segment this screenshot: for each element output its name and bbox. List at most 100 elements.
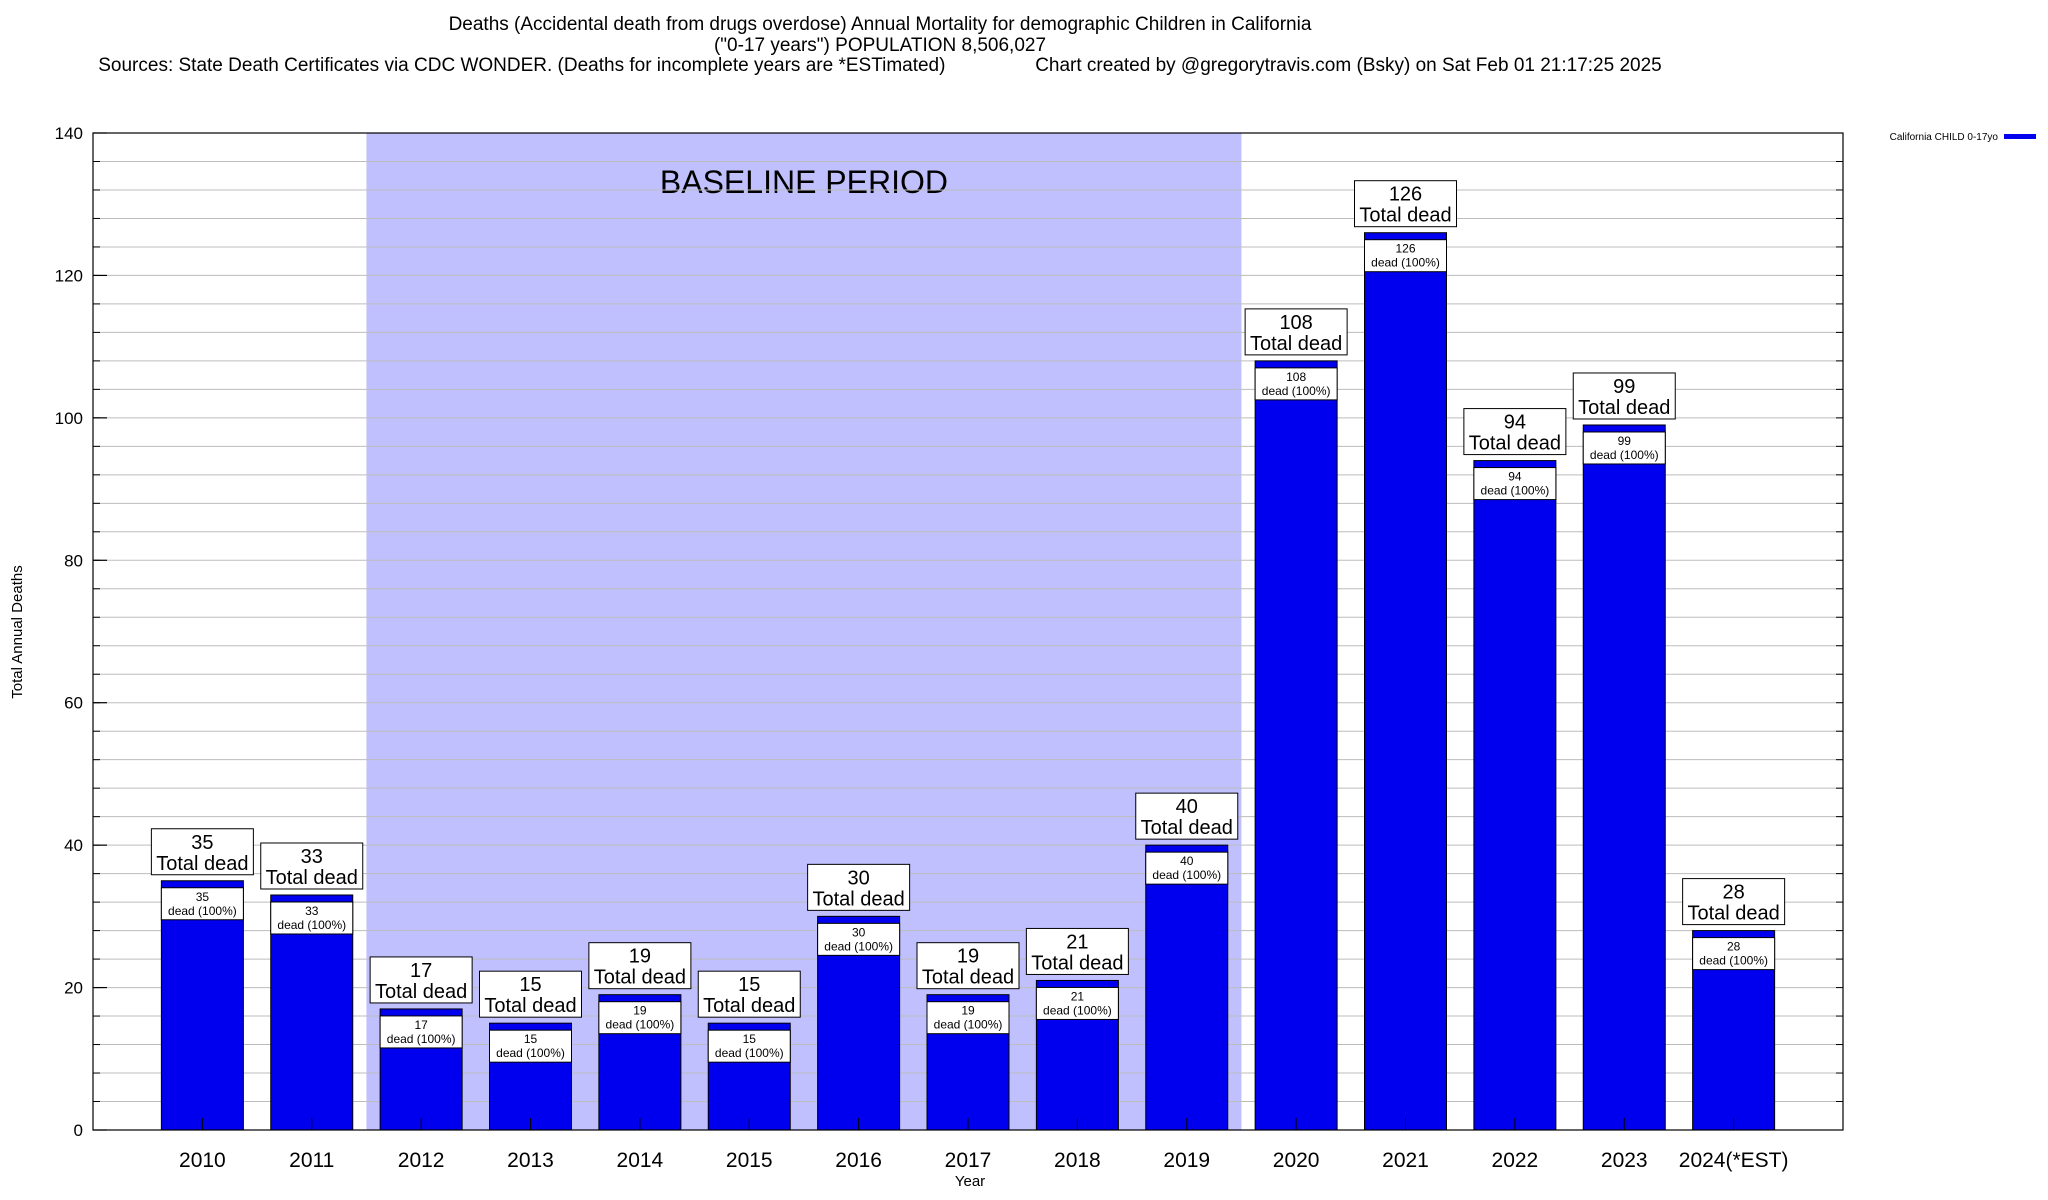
- inner-value-label: 126: [1395, 242, 1415, 256]
- inner-value-label: 19: [633, 1004, 647, 1018]
- chart-title-line-1: Deaths (Accidental death from drugs over…: [448, 14, 1312, 35]
- inner-percent-label: dead (100%): [934, 1018, 1003, 1032]
- x-tick-label: 2023: [1601, 1149, 1648, 1172]
- inner-value-label: 40: [1180, 854, 1194, 868]
- y-tick-label: 100: [55, 409, 83, 428]
- inner-value-label: 30: [852, 925, 866, 939]
- total-text-label: Total dead: [1359, 205, 1451, 227]
- total-text-label: Total dead: [484, 995, 576, 1017]
- total-text-label: Total dead: [594, 967, 686, 989]
- x-tick-label: 2016: [835, 1149, 882, 1172]
- y-axis-title: Total Annual Deaths: [9, 565, 26, 698]
- inner-value-label: 15: [524, 1032, 538, 1046]
- total-value-label: 19: [629, 946, 651, 968]
- total-text-label: Total dead: [1141, 817, 1233, 839]
- inner-value-label: 35: [196, 890, 210, 904]
- inner-label-box: [160, 887, 244, 921]
- plot-frame: [92, 132, 1844, 1131]
- inner-value-label: 15: [743, 1032, 757, 1046]
- y-tick-label: 40: [64, 836, 83, 855]
- total-value-label: 17: [410, 960, 432, 982]
- total-label-box: [369, 956, 473, 1004]
- total-label-box: [1244, 308, 1348, 356]
- inner-label-box: [1145, 851, 1229, 885]
- inner-label-box: [1473, 467, 1557, 501]
- inner-percent-label: dead (100%): [1481, 484, 1550, 498]
- x-tick-label: 2020: [1273, 1149, 1320, 1172]
- total-text-label: Total dead: [1469, 433, 1561, 455]
- y-tick-label: 120: [55, 266, 83, 285]
- legend-label: California CHILD 0-17yo: [1890, 132, 1999, 143]
- x-tick-label: 2017: [945, 1149, 992, 1172]
- inner-label-box: [270, 901, 354, 935]
- total-text-label: Total dead: [266, 867, 358, 889]
- total-value-label: 94: [1504, 412, 1526, 434]
- total-value-label: 28: [1723, 882, 1745, 904]
- baseline-period-label: BASELINE PERIOD: [660, 164, 948, 200]
- total-text-label: Total dead: [1687, 903, 1779, 925]
- total-label-box: [807, 863, 911, 911]
- bar-2019: [1145, 844, 1229, 1131]
- total-text-label: Total dead: [922, 967, 1014, 989]
- total-value-label: 126: [1389, 184, 1422, 206]
- inner-value-label: 21: [1071, 989, 1085, 1003]
- x-tick-label: 2014: [617, 1149, 664, 1172]
- legend-swatch: [2004, 134, 2036, 139]
- total-text-label: Total dead: [156, 853, 248, 875]
- total-label-box: [1682, 878, 1786, 926]
- inner-value-label: 28: [1727, 940, 1741, 954]
- total-label-box: [1463, 408, 1567, 456]
- inner-value-label: 108: [1286, 370, 1306, 384]
- inner-percent-label: dead (100%): [1043, 1003, 1112, 1017]
- x-tick-label: 2022: [1492, 1149, 1539, 1172]
- total-label-box: [1572, 372, 1676, 420]
- inner-value-label: 99: [1618, 434, 1632, 448]
- x-tick-label: 2012: [398, 1149, 445, 1172]
- y-tick-label: 140: [55, 124, 83, 143]
- total-label-box: [588, 942, 692, 990]
- total-value-label: 15: [738, 974, 760, 996]
- inner-percent-label: dead (100%): [1371, 256, 1440, 270]
- inner-percent-label: dead (100%): [1699, 954, 1768, 968]
- inner-percent-label: dead (100%): [168, 904, 237, 918]
- total-value-label: 108: [1279, 312, 1312, 334]
- total-value-label: 15: [519, 974, 541, 996]
- y-tick-label: 0: [74, 1121, 83, 1140]
- inner-percent-label: dead (100%): [387, 1032, 456, 1046]
- inner-percent-label: dead (100%): [715, 1046, 784, 1060]
- total-value-label: 21: [1066, 931, 1088, 953]
- x-tick-label: 2010: [179, 1149, 226, 1172]
- inner-label-box: [926, 1001, 1010, 1035]
- bar-2022: [1473, 460, 1557, 1131]
- inner-label-box: [817, 922, 901, 956]
- total-text-label: Total dead: [1578, 397, 1670, 419]
- x-tick-label: 2015: [726, 1149, 773, 1172]
- total-text-label: Total dead: [1250, 333, 1342, 355]
- total-label-box: [260, 842, 364, 890]
- x-tick-label: 2018: [1054, 1149, 1101, 1172]
- x-axis-title: Year: [955, 1173, 985, 1190]
- total-label-box: [697, 970, 801, 1018]
- inner-label-box: [707, 1029, 791, 1063]
- bar-2020: [1254, 360, 1338, 1131]
- inner-value-label: 94: [1508, 470, 1522, 484]
- total-value-label: 33: [301, 846, 323, 868]
- inner-percent-label: dead (100%): [1152, 868, 1221, 882]
- chart-title-line-3: Sources: State Death Certificates via CD…: [98, 55, 1662, 76]
- inner-percent-label: dead (100%): [1262, 384, 1331, 398]
- inner-value-label: 19: [961, 1004, 975, 1018]
- chart-title-line-2: ("0-17 years") POPULATION 8,506,027: [713, 35, 1047, 56]
- x-tick-label: 2021: [1382, 1149, 1429, 1172]
- bar-2010: [160, 880, 244, 1131]
- total-text-label: Total dead: [1031, 952, 1123, 974]
- total-value-label: 30: [848, 867, 870, 889]
- inner-percent-label: dead (100%): [277, 918, 346, 932]
- x-tick-label: 2019: [1163, 1149, 1210, 1172]
- total-label-box: [1025, 927, 1129, 975]
- inner-value-label: 17: [414, 1018, 428, 1032]
- x-tick-label: 2024(*EST): [1679, 1149, 1789, 1172]
- y-tick-label: 60: [64, 694, 83, 713]
- total-value-label: 19: [957, 946, 979, 968]
- inner-percent-label: dead (100%): [824, 939, 893, 953]
- inner-label-box: [598, 1001, 682, 1035]
